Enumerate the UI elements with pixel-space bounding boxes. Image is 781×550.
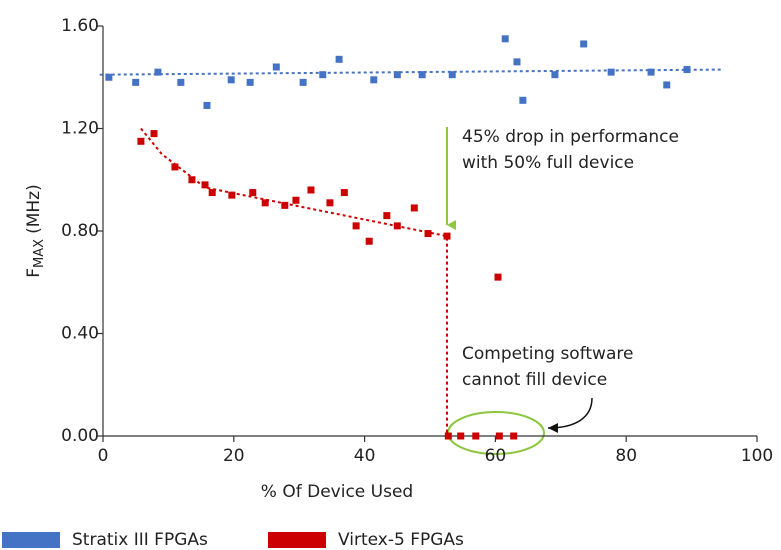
point <box>393 71 401 79</box>
point <box>292 196 300 204</box>
point <box>177 78 185 86</box>
callout-arrow <box>547 397 593 433</box>
x-tick-label: 40 <box>354 446 376 466</box>
annotation: with 50% full device <box>462 153 634 173</box>
annotation: 45% drop in performance <box>462 127 679 147</box>
point <box>335 55 343 63</box>
point <box>448 71 456 79</box>
x-tick-label: 100 <box>741 446 773 466</box>
y-tick-label: 1.20 <box>61 119 99 139</box>
point <box>228 191 236 199</box>
point <box>494 273 502 281</box>
point <box>246 78 254 86</box>
trend-line <box>140 127 449 436</box>
point <box>105 73 113 81</box>
y-tick-label: 0.40 <box>61 324 99 344</box>
point <box>365 237 373 245</box>
point <box>188 176 196 184</box>
point <box>495 432 503 440</box>
legend-label: Stratix III FPGAs <box>72 530 208 550</box>
y-tick-label: 0.80 <box>61 221 99 241</box>
x-tick-label: 80 <box>615 446 637 466</box>
point <box>261 199 269 207</box>
point <box>443 232 451 240</box>
point <box>424 230 432 238</box>
point <box>513 58 521 66</box>
point <box>501 35 509 43</box>
y-tick-label: 1.60 <box>61 16 99 36</box>
point <box>647 68 655 76</box>
annotation: Competing software <box>462 344 633 364</box>
point <box>340 189 348 197</box>
point <box>370 76 378 84</box>
point <box>607 68 615 76</box>
point <box>444 432 452 440</box>
y-label-main: F <box>24 268 44 278</box>
point <box>510 432 518 440</box>
annotation: cannot fill device <box>462 370 607 390</box>
point <box>683 66 691 74</box>
trend-line <box>99 68 724 76</box>
point <box>580 40 588 48</box>
y-axis-label: FMAX (MHz) <box>24 184 47 277</box>
y-tick-label: 0.00 <box>61 426 99 446</box>
legend-swatch <box>2 532 60 548</box>
point <box>307 186 315 194</box>
x-tick-label: 0 <box>98 446 109 466</box>
point <box>393 222 401 230</box>
point <box>352 222 360 230</box>
point <box>319 71 327 79</box>
point <box>299 78 307 86</box>
point <box>201 181 209 189</box>
x-tick-label: 20 <box>223 446 245 466</box>
legend-label: Virtex-5 FPGAs <box>338 530 464 550</box>
point <box>154 68 162 76</box>
y-label-sub: MAX <box>32 239 47 268</box>
point <box>272 63 280 71</box>
point <box>150 130 158 138</box>
point <box>249 189 257 197</box>
point <box>472 432 480 440</box>
point <box>132 78 140 86</box>
x-tick-label: 60 <box>485 446 507 466</box>
point <box>326 199 334 207</box>
point <box>663 81 671 89</box>
point <box>418 71 426 79</box>
point <box>383 212 391 220</box>
point <box>410 204 418 212</box>
y-label-unit: (MHz) <box>24 184 44 234</box>
point <box>519 96 527 104</box>
point <box>203 101 211 109</box>
point <box>208 189 216 197</box>
x-axis-label: % Of Device Used <box>261 482 413 502</box>
point <box>551 71 559 79</box>
legend-swatch <box>268 532 326 548</box>
point <box>171 163 179 171</box>
point <box>137 137 145 145</box>
point <box>281 201 289 209</box>
point <box>457 432 465 440</box>
point <box>227 76 235 84</box>
